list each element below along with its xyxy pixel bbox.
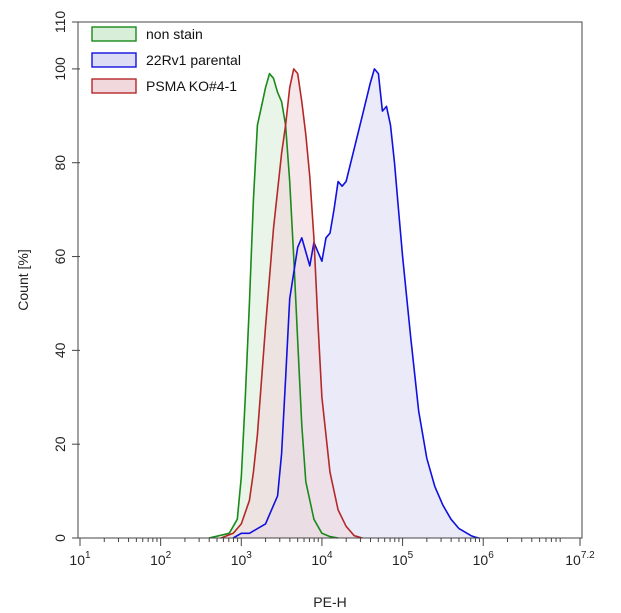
y-tick-label: 20 bbox=[52, 436, 68, 452]
x-tick-label: 101 bbox=[69, 550, 91, 568]
legend-swatch-1 bbox=[91, 52, 137, 68]
x-axis: 101 102 103 104 105 106 107.2 bbox=[69, 538, 595, 568]
series-line-1 bbox=[232, 68, 480, 539]
y-tick-label: 60 bbox=[52, 249, 68, 265]
legend: non stain 22Rv1 parental PSMA KO#4-1 bbox=[91, 26, 241, 94]
y-tick-label: 0 bbox=[52, 534, 68, 542]
series-line-0 bbox=[208, 72, 339, 539]
x-tick-label: 107.2 bbox=[565, 550, 595, 568]
legend-label-2: PSMA KO#4-1 bbox=[146, 78, 237, 94]
series-line-2 bbox=[220, 68, 363, 539]
legend-label-1: 22Rv1 parental bbox=[146, 52, 241, 68]
series-lines bbox=[208, 68, 480, 539]
legend-swatch-0 bbox=[91, 26, 137, 42]
x-axis-title: PE-H bbox=[313, 594, 346, 610]
x-tick-label: 105 bbox=[392, 550, 414, 568]
legend-label-0: non stain bbox=[146, 26, 203, 42]
series-fill-2 bbox=[221, 68, 363, 539]
y-tick-label: 100 bbox=[52, 57, 68, 81]
x-tick-label: 106 bbox=[473, 550, 495, 568]
x-tick-label: 104 bbox=[311, 550, 333, 568]
y-tick-label: 80 bbox=[52, 155, 68, 171]
x-tick-label: 102 bbox=[150, 550, 172, 568]
y-tick-label: 40 bbox=[52, 342, 68, 358]
plot-frame bbox=[77, 21, 583, 539]
series-fills bbox=[209, 68, 480, 539]
x-tick-label: 103 bbox=[231, 550, 253, 568]
y-axis: 0 20 40 60 80 100 110 bbox=[52, 11, 80, 542]
y-tick-label: 110 bbox=[52, 11, 68, 34]
y-axis-title: Count [%] bbox=[15, 249, 31, 310]
legend-swatch-2 bbox=[91, 78, 137, 94]
